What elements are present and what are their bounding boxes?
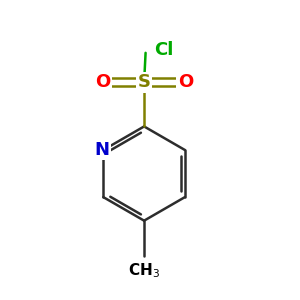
Text: CH$_3$: CH$_3$	[128, 261, 160, 280]
Text: O: O	[178, 73, 193, 91]
Text: Cl: Cl	[154, 41, 174, 59]
Text: O: O	[95, 73, 110, 91]
Text: N: N	[94, 141, 109, 159]
Text: S: S	[138, 73, 151, 91]
